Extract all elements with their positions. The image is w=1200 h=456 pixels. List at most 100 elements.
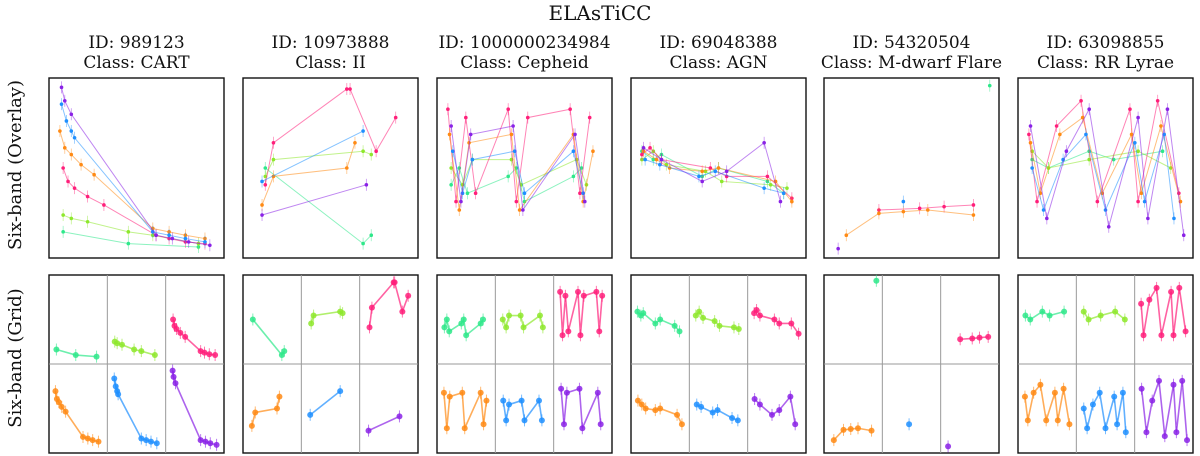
overlay-point [446, 107, 450, 111]
overlay-point [700, 179, 704, 184]
grid-point [339, 310, 346, 317]
grid-point [119, 341, 125, 348]
grid-point [1022, 312, 1029, 319]
overlay-point [1035, 199, 1039, 204]
overlay-point [353, 141, 357, 145]
grid-point [1170, 381, 1177, 388]
overlay-point [587, 115, 592, 120]
grid-point [274, 405, 280, 412]
panel-id-label: ID: 989123 [88, 33, 184, 53]
grid-point [729, 414, 736, 421]
grid-point [657, 405, 664, 412]
overlay-point [79, 162, 83, 167]
grid-point [89, 437, 96, 444]
grid-point [868, 427, 875, 434]
overlay-point [1165, 107, 1170, 111]
grid-point [1102, 425, 1109, 432]
grid-point [1161, 433, 1168, 440]
grid-point [776, 320, 783, 327]
grid-point [792, 421, 799, 428]
grid-point [1168, 288, 1175, 295]
overlay-series-line [450, 166, 582, 203]
overlay-point [85, 194, 90, 199]
grid-point [787, 393, 794, 400]
overlay-point [762, 141, 766, 145]
overlay-point [457, 208, 462, 212]
grid-point [441, 324, 448, 331]
overlay-point [591, 149, 595, 153]
grid-point [957, 336, 964, 343]
overlay-point [571, 174, 576, 179]
grid-point [172, 380, 179, 387]
overlay-point [1087, 107, 1091, 111]
grid-point [143, 437, 150, 444]
overlay-point [506, 174, 511, 179]
overlay-point [525, 115, 530, 120]
grid-point [460, 316, 467, 323]
grid-point [201, 349, 208, 356]
overlay-point [1041, 208, 1046, 212]
grid-point [443, 425, 450, 432]
overlay-point [449, 124, 453, 128]
grid-point [520, 324, 527, 331]
grid-point [517, 312, 524, 319]
overlay-point [345, 87, 349, 91]
grid-point [213, 441, 220, 448]
grid-point [148, 438, 154, 445]
overlay-point [1155, 99, 1160, 103]
grid-point [1043, 417, 1050, 424]
overlay-point [154, 233, 158, 237]
overlay-point [170, 236, 175, 241]
overlay-point [64, 119, 69, 123]
grid-point [855, 425, 861, 432]
grid-point [138, 435, 145, 442]
grid-point [536, 397, 542, 404]
grid-point [1156, 377, 1162, 384]
panel-id-label: ID: 69048388 [659, 33, 777, 53]
grid-point [483, 397, 490, 404]
overlay-point [72, 135, 77, 140]
overlay-point [971, 203, 976, 207]
grid-point [53, 346, 60, 353]
overlay-point [511, 124, 515, 128]
grid-point [177, 329, 184, 336]
grid-point [1060, 385, 1067, 392]
grid-point [536, 312, 543, 319]
grid-point [95, 438, 102, 445]
grid-point [1030, 389, 1037, 396]
overlay-point [1136, 199, 1140, 204]
grid-point [1182, 328, 1189, 335]
grid-point [503, 324, 510, 331]
grid-point [399, 308, 406, 315]
grid-point [477, 389, 484, 396]
overlay-point [263, 174, 268, 179]
grid-point [396, 413, 403, 420]
grid-point [557, 288, 564, 295]
grid-point [368, 304, 375, 311]
overlay-point [464, 115, 468, 120]
grid-point [500, 397, 507, 404]
overlay-panel [823, 77, 1000, 259]
grid-point [945, 443, 952, 450]
grid-point [597, 421, 604, 428]
overlay-point [61, 213, 65, 217]
grid-point [62, 408, 69, 415]
grid-point [207, 440, 214, 447]
overlay-point [473, 191, 478, 195]
grid-point [443, 316, 450, 323]
grid-point [1084, 425, 1091, 432]
overlay-point [92, 172, 96, 177]
overlay-panel [48, 77, 225, 259]
overlay-point [167, 233, 171, 237]
grid-series-line [368, 415, 400, 432]
overlay-point [1146, 216, 1150, 221]
grid-panel [1017, 274, 1194, 454]
panel-class-label: Class: Cepheid [460, 53, 589, 73]
grid-point [1143, 429, 1150, 436]
overlay-point [708, 166, 713, 170]
overlay-point [765, 174, 770, 179]
overlay-point [72, 186, 77, 190]
panel-id-label: ID: 54320504 [852, 33, 970, 53]
